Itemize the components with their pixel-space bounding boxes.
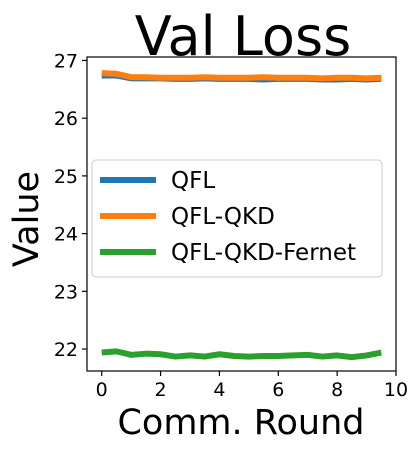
x-axis-ticks: 0 2 4 6 8 10 (96, 371, 408, 401)
legend-label-qfl-qkd: QFL-QKD (171, 204, 275, 230)
legend-label-qfl: QFL (171, 168, 215, 194)
legend: QFL QFL-QKD QFL-QKD-Fernet (91, 159, 383, 278)
y-axis-ticks: 22 23 24 25 26 27 (54, 50, 87, 361)
series-line-qfl-qkd-fernet (101, 348, 382, 361)
y-tick-label: 24 (54, 224, 78, 246)
legend-label-qfl-qkd-fernet: QFL-QKD-Fernet (171, 240, 356, 266)
x-axis-label: Comm. Round (117, 403, 364, 443)
plot-lines (101, 70, 382, 361)
x-tick-label: 0 (96, 379, 108, 401)
x-tick-label: 10 (384, 379, 408, 401)
x-tick-label: 4 (213, 379, 225, 401)
chart-title: Val Loss (135, 5, 351, 68)
legend-frame (91, 159, 383, 278)
y-tick-label: 22 (54, 339, 78, 361)
x-tick-label: 6 (272, 379, 284, 401)
y-tick-label: 27 (54, 50, 78, 72)
series-line-qfl-qkd (101, 70, 382, 82)
y-axis-label: Value (7, 171, 47, 267)
x-tick-label: 2 (155, 379, 167, 401)
x-tick-label: 8 (331, 379, 343, 401)
y-tick-label: 26 (54, 108, 78, 130)
plot-frame (86, 56, 397, 372)
y-tick-label: 23 (54, 281, 78, 303)
y-tick-label: 25 (54, 166, 78, 188)
